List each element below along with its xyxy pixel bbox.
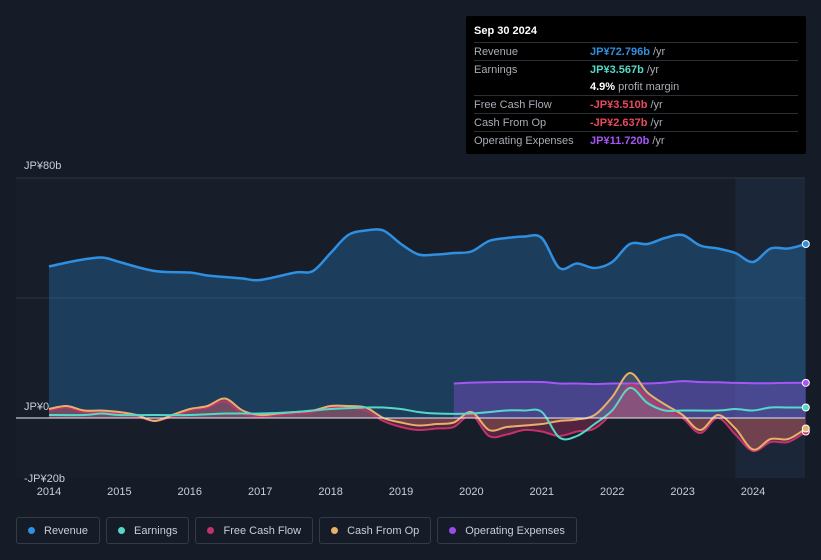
tooltip-unit: /yr: [652, 134, 665, 147]
revenue-dot-icon: [28, 527, 35, 534]
tooltip-value: -JP¥2.637b: [590, 116, 648, 129]
tooltip-row-free-cash-flow: Free Cash Flow -JP¥3.510b /yr: [474, 95, 798, 113]
legend-earnings[interactable]: Earnings: [106, 517, 190, 544]
x-axis-label: 2024: [741, 486, 765, 498]
operating-expenses-end-marker: [801, 378, 810, 387]
free-cash-flow-dot-icon: [207, 527, 215, 534]
x-axis-label: 2018: [318, 486, 342, 498]
x-axis-label: 2022: [600, 486, 624, 498]
earnings-end-marker: [801, 403, 810, 412]
y-axis-label: JP¥0: [24, 401, 49, 413]
highlight-band: [735, 178, 805, 478]
tooltip-unit: /yr: [650, 98, 663, 111]
cash-from-op-end-marker: [801, 424, 810, 433]
operating-expenses-dot-icon: [449, 527, 457, 534]
earnings-line: [48, 386, 806, 441]
operating-expenses-area: [453, 381, 806, 418]
revenue-area: [49, 229, 806, 418]
y-axis-label: JP¥80b: [24, 160, 61, 172]
legend-label: Operating Expenses: [465, 524, 565, 537]
x-axis-label: 2020: [459, 486, 483, 498]
tooltip-unit: /yr: [646, 63, 660, 76]
tooltip-value: JP¥72.796b: [590, 45, 650, 58]
legend-cash-from-op[interactable]: Cash From Op: [319, 517, 432, 544]
tooltip-label: Free Cash Flow: [474, 98, 552, 111]
legend-revenue[interactable]: Revenue: [16, 517, 101, 544]
tooltip-unit: profit margin: [618, 80, 680, 93]
plot-background: [16, 178, 805, 478]
legend-label: Earnings: [134, 524, 178, 537]
x-axis-label: 2021: [530, 486, 554, 498]
legend-label: Cash From Op: [347, 524, 420, 537]
x-axis-label: 2023: [670, 486, 694, 498]
y-axis-label: -JP¥20b: [24, 473, 65, 485]
tooltip-label: Revenue: [474, 45, 519, 58]
chart-legend: Revenue Earnings Free Cash Flow Cash Fro…: [16, 517, 577, 544]
legend-label: Revenue: [44, 524, 89, 537]
tooltip-label: Operating Expenses: [474, 134, 574, 147]
operating-expenses-line: [453, 380, 806, 386]
tooltip-row-cash-from-op: Cash From Op -JP¥2.637b /yr: [474, 113, 798, 131]
legend-label: Free Cash Flow: [223, 524, 302, 537]
tooltip-label: Earnings: [474, 63, 518, 76]
legend-free-cash-flow[interactable]: Free Cash Flow: [195, 517, 314, 544]
tooltip-value: 4.9%: [590, 80, 616, 93]
tooltip-unit: /yr: [650, 116, 663, 129]
data-tooltip: Sep 30 2024 Revenue JP¥72.796b /yr Earni…: [466, 16, 806, 154]
tooltip-value: JP¥11.720b: [590, 134, 650, 147]
x-axis-label: 2016: [178, 486, 202, 498]
earnings-dot-icon: [118, 527, 126, 534]
tooltip-label: Cash From Op: [474, 116, 547, 129]
tooltip-unit: /yr: [652, 45, 666, 58]
legend-operating-expenses[interactable]: Operating Expenses: [437, 517, 577, 544]
tooltip-value: JP¥3.567b: [590, 63, 644, 76]
x-axis-label: 2017: [248, 486, 272, 498]
revenue-line: [48, 228, 807, 282]
tooltip-row-earnings: Earnings JP¥3.567b /yr: [474, 60, 798, 78]
tooltip-row-operating-expenses: Operating Expenses JP¥11.720b /yr: [474, 131, 798, 149]
tooltip-row-revenue: Revenue JP¥72.796b /yr: [474, 42, 798, 60]
tooltip-row-profit-margin: 4.9% profit margin: [474, 78, 798, 95]
tooltip-value: -JP¥3.510b: [590, 98, 648, 111]
x-axis-label: 2015: [107, 486, 131, 498]
x-axis-label: 2019: [389, 486, 413, 498]
revenue-end-marker: [801, 240, 810, 248]
tooltip-date: Sep 30 2024: [474, 25, 537, 37]
x-axis-label: 2014: [37, 486, 61, 498]
cash-from-op-dot-icon: [331, 527, 339, 534]
